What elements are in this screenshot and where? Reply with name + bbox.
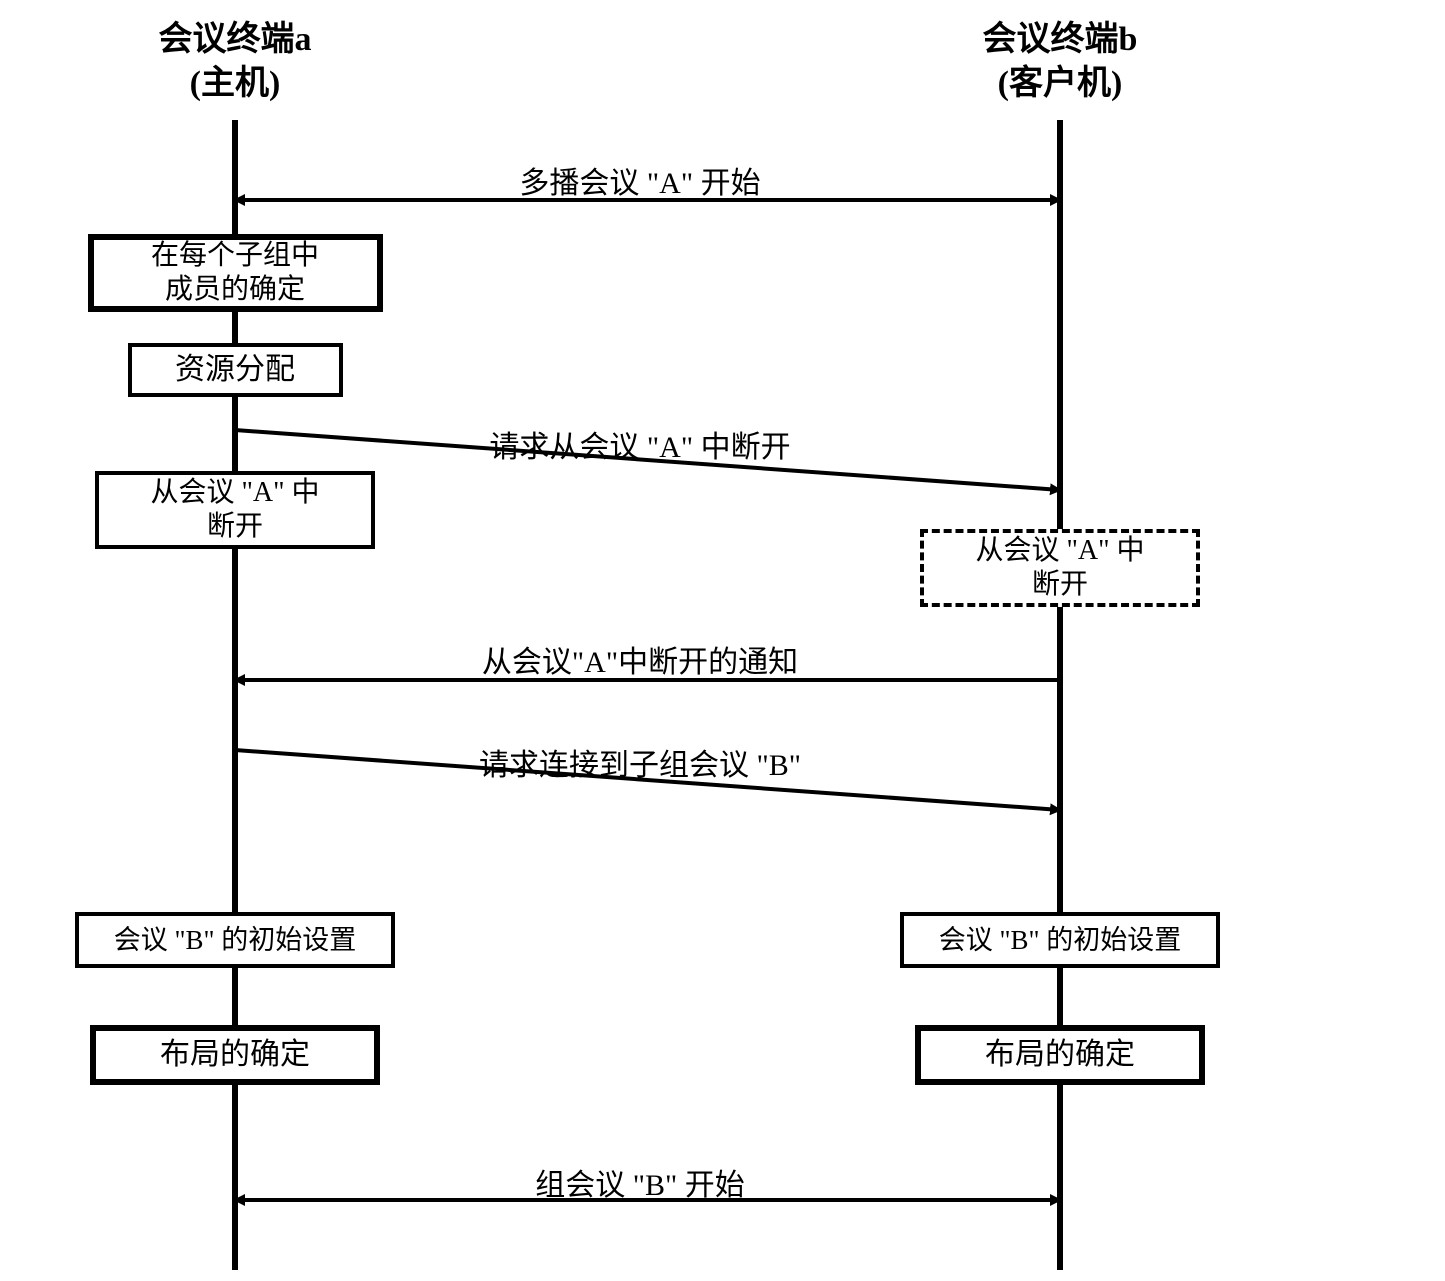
process-box-subgroup-determine: 在每个子组中 成员的确定 (88, 234, 383, 312)
process-box-disconnect-a-right: 从会议 "A" 中 断开 (920, 529, 1200, 607)
process-box-initial-b-left: 会议 "B" 的初始设置 (75, 912, 395, 968)
message-label-1: 请求从会议 "A" 中断开 (340, 422, 940, 466)
lifeline-b (1057, 120, 1063, 1270)
process-box-initial-b-right: 会议 "B" 的初始设置 (900, 912, 1220, 968)
process-box-disconnect-a-left: 从会议 "A" 中 断开 (95, 471, 375, 549)
participant-b-subtitle: (客户机) (910, 62, 1210, 106)
message-label-2: 从会议"A"中断开的通知 (340, 637, 940, 681)
participant-b-header: 会议终端b (客户机) (910, 18, 1210, 106)
sequence-diagram: 会议终端a (主机) 会议终端b (客户机) 在每个子组中 成员的确定资源分配从… (0, 0, 1445, 1281)
message-label-0: 多播会议 "A" 开始 (340, 158, 940, 202)
message-label-3: 请求连接到子组会议 "B" (340, 740, 940, 784)
participant-b-title: 会议终端b (910, 18, 1210, 62)
process-box-layout-right: 布局的确定 (915, 1025, 1205, 1085)
message-label-4: 组会议 "B" 开始 (340, 1160, 940, 1204)
participant-a-title: 会议终端a (85, 18, 385, 62)
participant-a-subtitle: (主机) (85, 62, 385, 106)
participant-a-header: 会议终端a (主机) (85, 18, 385, 106)
process-box-layout-left: 布局的确定 (90, 1025, 380, 1085)
process-box-resource-alloc: 资源分配 (128, 343, 343, 397)
